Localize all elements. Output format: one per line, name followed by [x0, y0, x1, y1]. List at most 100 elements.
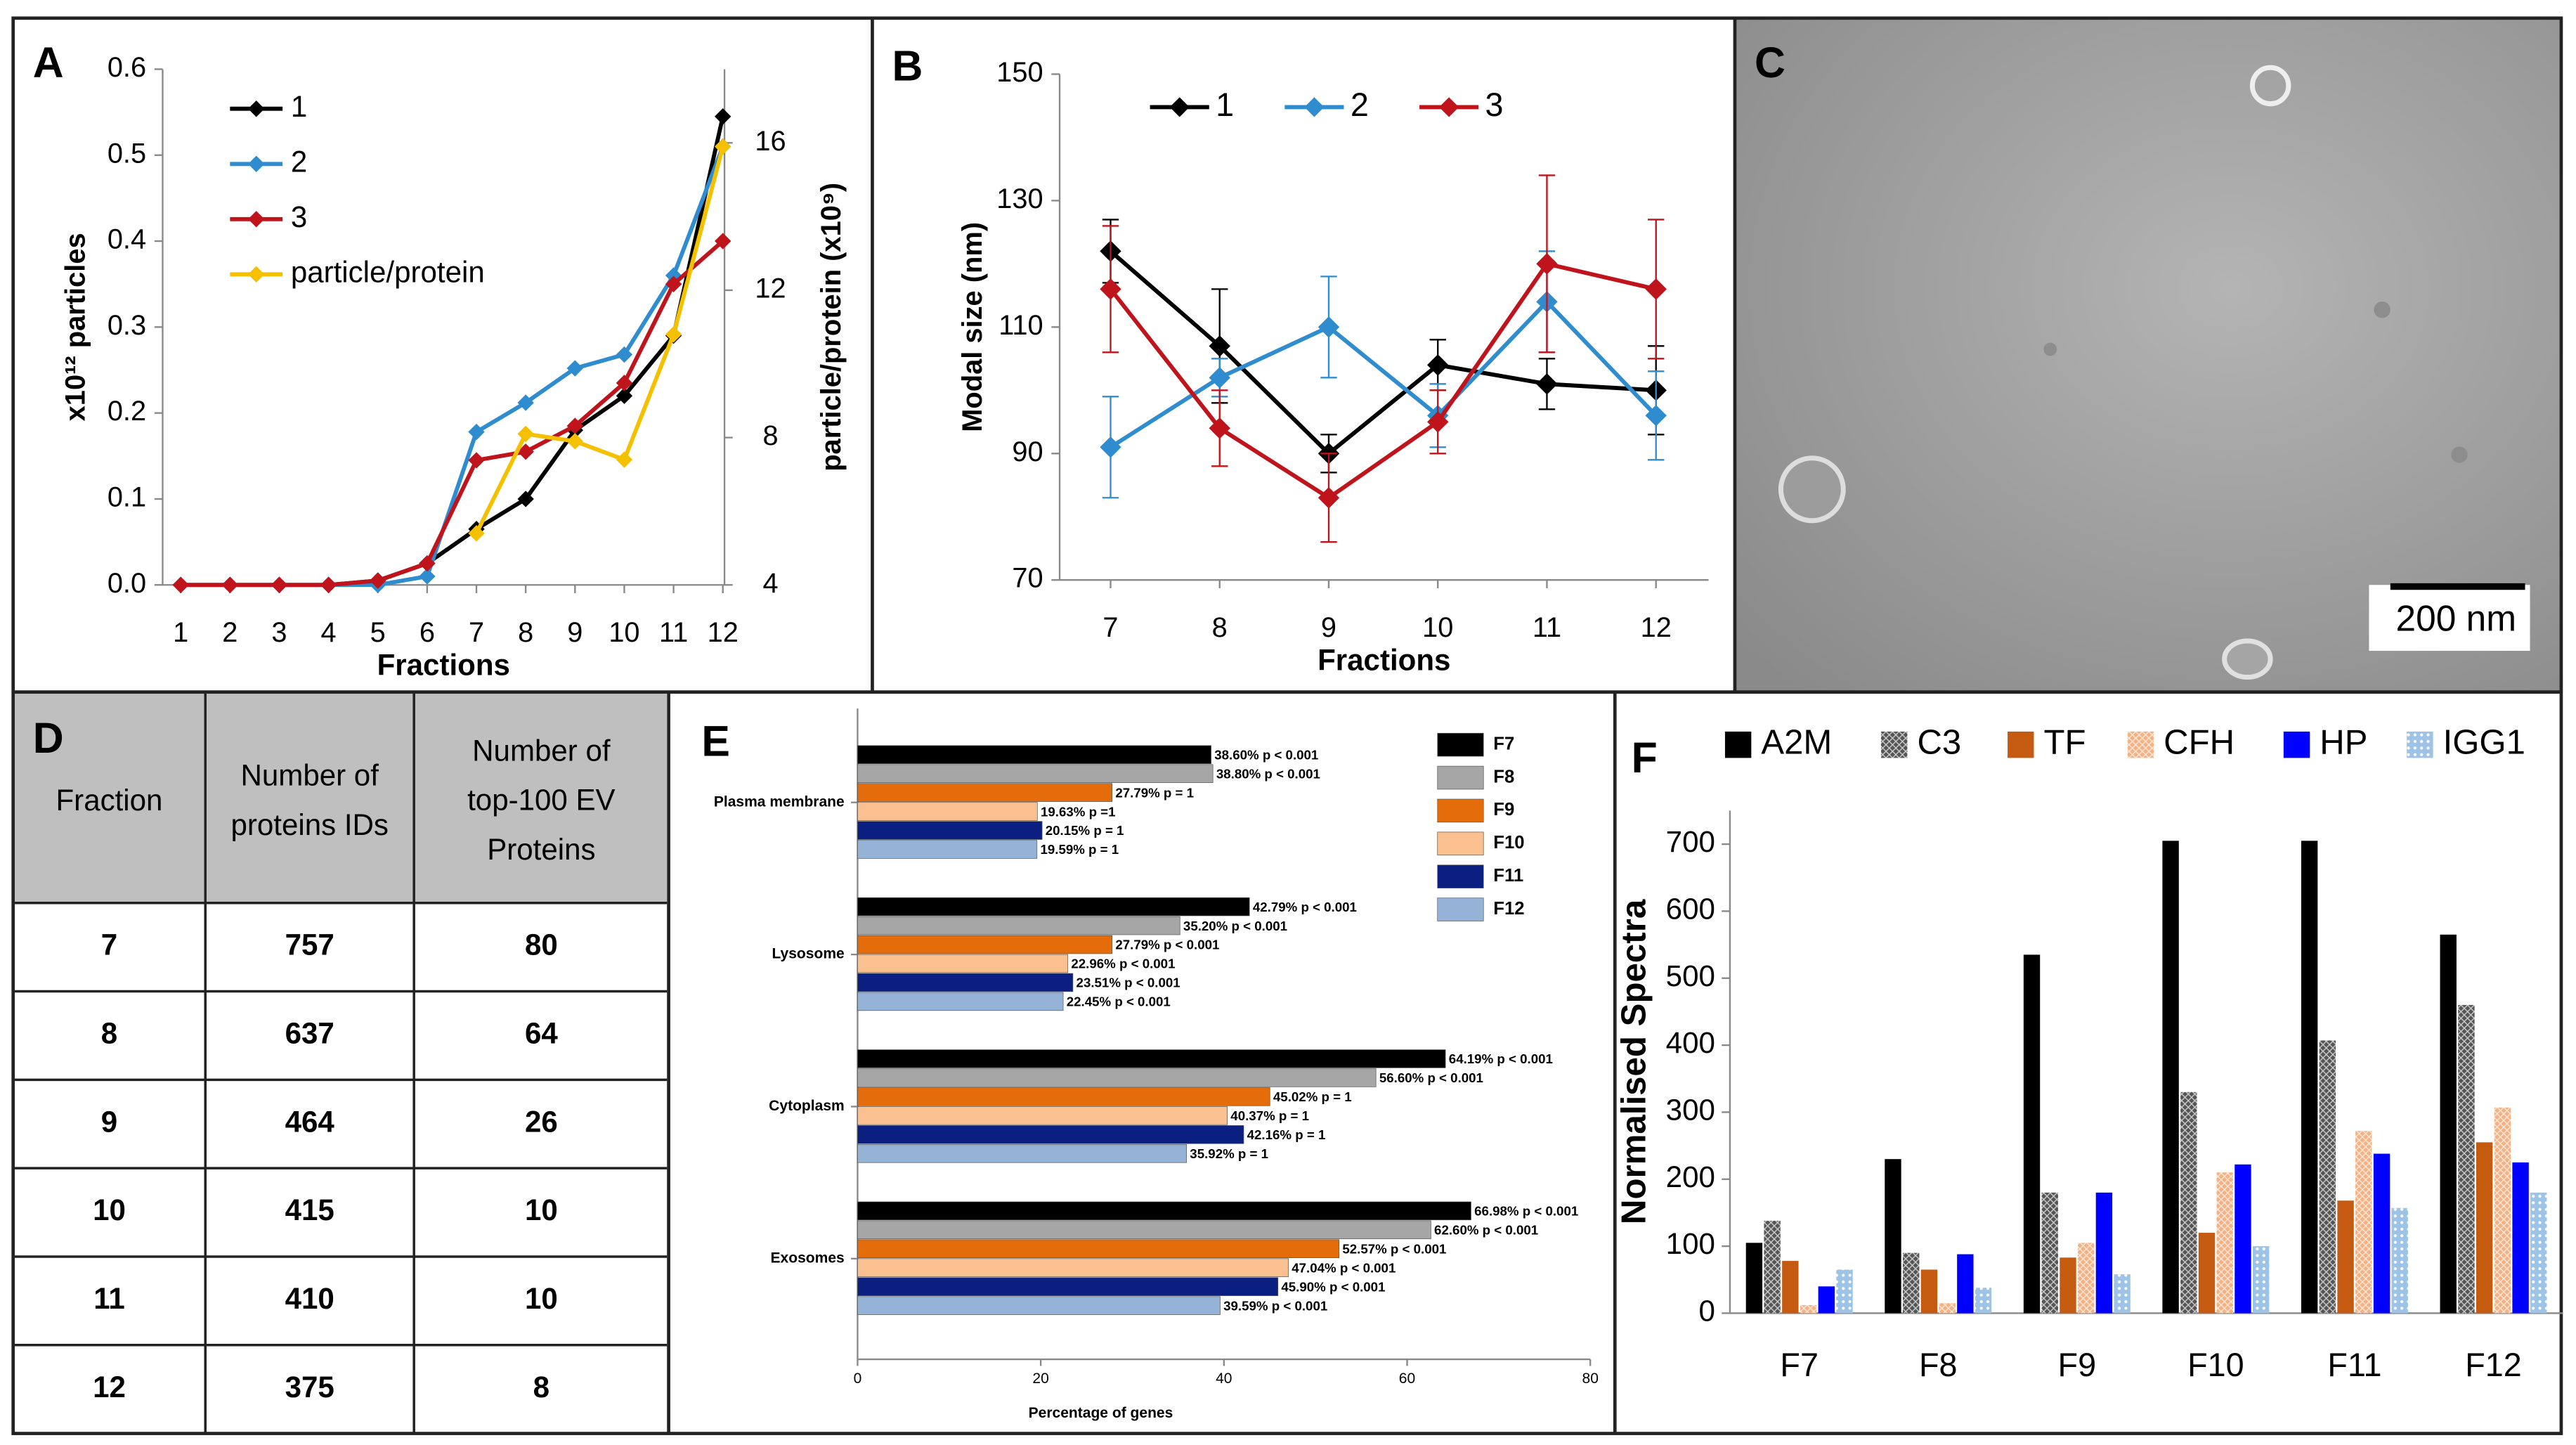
legend-label: IGG1 [2443, 723, 2525, 762]
value-label: 35.92% p = 1 [1190, 1146, 1268, 1161]
legend-label: F12 [1493, 899, 1524, 919]
value-label: 52.57% p < 0.001 [1342, 1241, 1446, 1256]
legend-marker [248, 211, 265, 228]
table-cell: 12 [93, 1371, 126, 1404]
scale-bar-box [2369, 585, 2530, 652]
bar [2114, 1274, 2131, 1314]
y-tick-label: 110 [998, 310, 1043, 341]
bar [2440, 934, 2457, 1314]
bar [857, 821, 1043, 840]
table-cell: 8 [533, 1371, 549, 1404]
legend-swatch [2283, 731, 2310, 758]
legend-label: 3 [291, 200, 307, 233]
legend-label: 2 [291, 145, 307, 178]
x-tick-label: 12 [1641, 612, 1672, 643]
bar [857, 935, 1113, 954]
bar [857, 916, 1180, 935]
data-point [370, 572, 386, 589]
x-tick-label: 11 [1533, 612, 1561, 643]
table-cell: 415 [285, 1193, 334, 1226]
x-tick-label: F9 [2058, 1347, 2097, 1383]
y-tick-label: Cytoplasm [769, 1098, 845, 1114]
data-point [1209, 367, 1230, 389]
x-tick-label: F12 [2465, 1347, 2522, 1383]
series-line [474, 145, 725, 535]
bar [2060, 1257, 2076, 1314]
y-tick-label: 0.0 [108, 568, 146, 599]
x-tick-label: F8 [1919, 1347, 1958, 1383]
bar [2216, 1172, 2233, 1314]
bar [2041, 1192, 2058, 1314]
bar [857, 764, 1214, 783]
data-point [468, 525, 485, 542]
bar [2355, 1131, 2372, 1314]
y-axis-label: Normalised Spectra [1615, 899, 1653, 1224]
bar [2301, 841, 2318, 1314]
table-header: Number of proteins IDs [230, 759, 388, 841]
vesicle [2374, 302, 2390, 318]
bar [2095, 1192, 2113, 1314]
data-point [221, 576, 239, 593]
bar [2476, 1142, 2493, 1314]
table-cell: 11 [93, 1282, 124, 1315]
bar [2252, 1246, 2270, 1314]
value-label: 64.19% p < 0.001 [1449, 1051, 1553, 1066]
bar [857, 954, 1069, 973]
data-point [1645, 278, 1667, 300]
y-tick-label: 0.5 [108, 138, 146, 169]
value-label: 22.96% p < 0.001 [1071, 957, 1175, 971]
table-cell: 637 [285, 1017, 334, 1050]
series-line [1109, 299, 1658, 449]
y-tick-label: 0.2 [108, 396, 146, 427]
y-tick-label: 0.1 [108, 481, 146, 512]
value-label: 19.63% p =1 [1041, 804, 1116, 819]
legend-marker [248, 155, 265, 172]
data-point [616, 375, 633, 391]
bar [2023, 954, 2041, 1314]
legend-label: TF [2043, 723, 2086, 762]
vesicle [1778, 455, 1846, 524]
y2-tick-label: 12 [755, 273, 786, 304]
bar [857, 1258, 1289, 1277]
bar [2198, 1233, 2216, 1314]
vesicle [2451, 446, 2468, 463]
table-cell: 757 [285, 928, 334, 961]
legend-swatch [1724, 731, 1752, 758]
value-label: 42.79% p < 0.001 [1253, 900, 1357, 914]
legend-marker [248, 266, 265, 283]
legend-swatch [1437, 898, 1484, 921]
y-tick-label: 100 [1666, 1227, 1715, 1260]
y-tick-label: Lysosome [772, 946, 844, 962]
y-tick-label: 500 [1666, 959, 1715, 992]
bar [2458, 1004, 2475, 1314]
y-tick-label: 300 [1666, 1094, 1715, 1127]
table-cell: 10 [525, 1282, 558, 1315]
data-point [172, 576, 189, 593]
legend-label: F11 [1493, 866, 1523, 886]
data-point [517, 443, 534, 460]
x-tick-label: F7 [1780, 1347, 1819, 1383]
legend-swatch [1437, 732, 1484, 757]
table-cell: 80 [525, 928, 558, 961]
bar [857, 1239, 1340, 1259]
bar [1764, 1220, 1781, 1314]
bar [857, 992, 1064, 1011]
bar [2494, 1107, 2511, 1314]
data-point [419, 568, 436, 585]
table-cell: 26 [525, 1105, 558, 1138]
y-tick-label: 600 [1666, 893, 1715, 926]
table-cell: 10 [525, 1193, 558, 1226]
table-cell: 8 [101, 1017, 117, 1050]
legend-swatch [2407, 731, 2433, 758]
x-tick-label: 8 [1212, 612, 1228, 643]
bar [857, 1296, 1221, 1315]
panel-letter: F [1632, 734, 1658, 782]
table-cell: 375 [285, 1371, 334, 1404]
x-axis-label: Fractions [377, 649, 510, 682]
bar [2530, 1192, 2547, 1314]
legend-marker [1169, 97, 1190, 117]
y-tick-label: 0.3 [108, 310, 146, 341]
y-tick-label: 700 [1666, 825, 1715, 858]
data-point [1100, 436, 1121, 458]
